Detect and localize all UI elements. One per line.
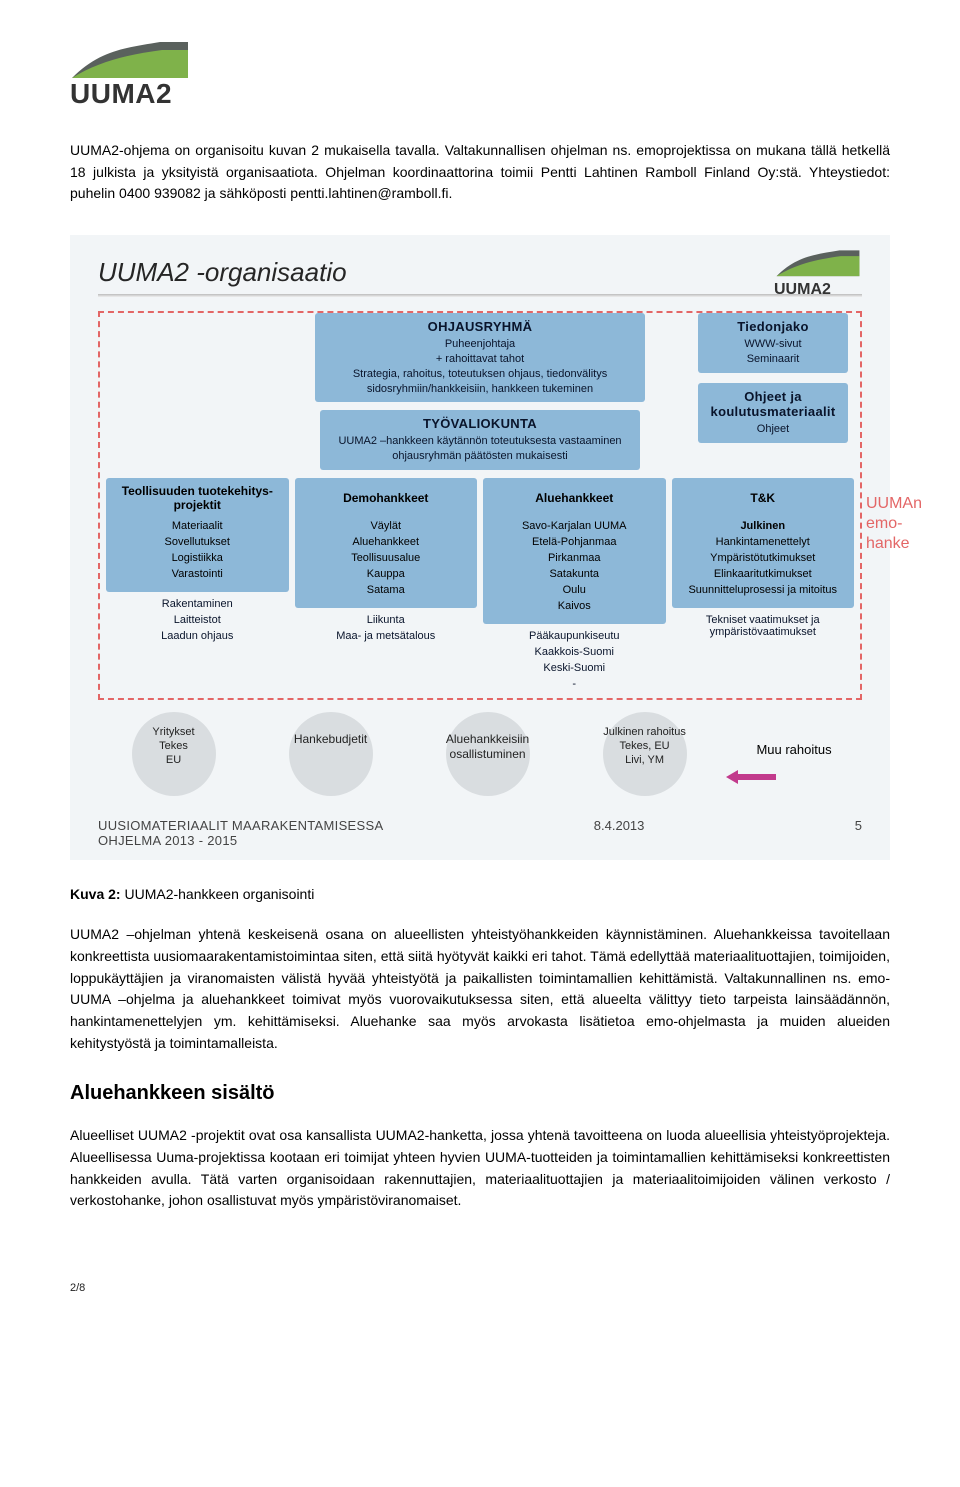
column-item: Sovellutukset bbox=[112, 534, 283, 550]
column-outside-item: Pääkaupunkiseutu bbox=[483, 628, 666, 644]
column-item: Varastointi bbox=[112, 566, 283, 582]
logo: UUMA2 bbox=[70, 40, 890, 110]
column-3: T&K JulkinenHankintamenettelytYmpäristötu… bbox=[672, 478, 855, 640]
column-item: Materiaalit bbox=[112, 518, 283, 534]
column-item: Ympäristötutkimukset bbox=[678, 550, 849, 566]
column-outside-item: Laitteistot bbox=[106, 612, 289, 628]
column-item: Suunnitteluprosessi ja mitoitus bbox=[678, 582, 849, 598]
column-heading: Aluehankkeet bbox=[489, 484, 660, 512]
funding-label: Julkinen rahoitus Tekes, EU Livi, YM bbox=[569, 712, 720, 767]
column-item: Kauppa bbox=[301, 566, 472, 582]
column-item: Kaivos bbox=[489, 598, 660, 614]
page-number: 2/8 bbox=[70, 1282, 890, 1294]
guides-box: Ohjeet ja koulutusmateriaalit Ohjeet bbox=[698, 383, 848, 443]
column-heading: Teollisuuden tuotekehitys-projektit bbox=[112, 484, 283, 512]
column-item: Savo-Karjalan UUMA bbox=[489, 518, 660, 534]
top-row: OHJAUSRYHMÄ Puheenjohtaja + rahoittavat … bbox=[106, 313, 854, 402]
column-box: T&K JulkinenHankintamenettelytYmpäristötu… bbox=[672, 478, 855, 608]
column-outside: Tekniset vaatimukset ja ympäristövaatimu… bbox=[672, 612, 855, 640]
diagram-title: UUMA2 -organisaatio bbox=[98, 257, 862, 288]
funding-label: Hankebudjetit bbox=[255, 712, 406, 747]
columns-row: Teollisuuden tuotekehitys-projektit Mater… bbox=[106, 478, 854, 692]
column-item: Oulu bbox=[489, 582, 660, 598]
funding-label: Aluehankkeisiin osallistuminen bbox=[412, 712, 563, 762]
column-outside-item: Laadun ohjaus bbox=[106, 628, 289, 644]
workgroup-box: TYÖVALIOKUNTA UUMA2 –hankkeen käytännön … bbox=[320, 410, 640, 470]
column-item: Hankintamenettelyt bbox=[678, 534, 849, 550]
funding-row: Yritykset Tekes EUHankebudjetitAluehankk… bbox=[98, 712, 862, 800]
column-outside-item: Maa- ja metsätalous bbox=[295, 628, 478, 644]
footer-date: 8.4.2013 bbox=[594, 818, 645, 848]
funding-plain: Muu rahoitus bbox=[726, 712, 862, 757]
funding-circle: Yritykset Tekes EU bbox=[98, 712, 249, 800]
document-page: UUMA2 UUMA2-ohjema on organisoitu kuvan … bbox=[0, 0, 960, 1324]
column-item: Elinkaaritutkimukset bbox=[678, 566, 849, 582]
diagram-footer: UUSIOMATERIAALIT MAARAKENTAMISESSA OHJEL… bbox=[98, 800, 862, 860]
intro-paragraph: UUMA2-ohjema on organisoitu kuvan 2 muka… bbox=[70, 140, 890, 205]
dashed-container: UUMAn emo- hanke OHJAUSRYHMÄ Puheenjohta… bbox=[98, 311, 862, 700]
steering-group-box: OHJAUSRYHMÄ Puheenjohtaja + rahoittavat … bbox=[315, 313, 645, 402]
funding-label: Yritykset Tekes EU bbox=[98, 712, 249, 767]
column-heading: Demohankkeet bbox=[301, 484, 472, 512]
column-item: Väylät bbox=[301, 518, 472, 534]
column-outside-item: Keski-Suomi bbox=[483, 660, 666, 676]
column-1: Demohankkeet VäylätAluehankkeetTeollisuus… bbox=[295, 478, 478, 644]
column-item: Aluehankkeet bbox=[301, 534, 472, 550]
funding-circle: Aluehankkeisiin osallistuminen bbox=[412, 712, 563, 800]
column-outside-item: Rakentaminen bbox=[106, 596, 289, 612]
logo-graphic bbox=[70, 40, 190, 82]
funding-circle: Hankebudjetit bbox=[255, 712, 406, 800]
footer-left: UUSIOMATERIAALIT MAARAKENTAMISESSA OHJEL… bbox=[98, 818, 383, 848]
column-0: Teollisuuden tuotekehitys-projektit Mater… bbox=[106, 478, 289, 644]
info-share-box: Tiedonjako WWW-sivut Seminaarit bbox=[698, 313, 848, 373]
column-outside: PääkaupunkiseutuKaakkois-SuomiKeski-Suom… bbox=[483, 628, 666, 692]
section-heading: Aluehankkeen sisältö bbox=[70, 1082, 890, 1105]
column-item: Logistiikka bbox=[112, 550, 283, 566]
column-outside-item: Tekniset vaatimukset ja ympäristövaatimu… bbox=[672, 612, 855, 640]
column-outside-item: - bbox=[483, 676, 666, 692]
column-outside-item: Liikunta bbox=[295, 612, 478, 628]
column-outside: LiikuntaMaa- ja metsätalous bbox=[295, 612, 478, 644]
arrow-left-icon bbox=[726, 770, 776, 787]
footer-page: 5 bbox=[855, 818, 862, 848]
column-item: Pirkanmaa bbox=[489, 550, 660, 566]
column-item: Satakunta bbox=[489, 566, 660, 582]
paragraph-2: UUMA2 –ohjelman yhtenä keskeisenä osana … bbox=[70, 924, 890, 1054]
column-box: Aluehankkeet Savo-Karjalan UUMAEtelä-Pohj… bbox=[483, 478, 666, 624]
column-item: Teollisuusalue bbox=[301, 550, 472, 566]
diagram-corner-logo: UUMA2 bbox=[774, 249, 862, 299]
column-item: Etelä-Pohjanmaa bbox=[489, 534, 660, 550]
organization-diagram: UUMA2 -organisaatio UUMA2 UUMAn emo- han… bbox=[70, 235, 890, 860]
logo-text: UUMA2 bbox=[70, 78, 890, 110]
diagram-divider bbox=[98, 294, 862, 297]
column-item: Satama bbox=[301, 582, 472, 598]
paragraph-3: Alueelliset UUMA2 -projektit ovat osa ka… bbox=[70, 1125, 890, 1212]
column-outside: RakentaminenLaitteistotLaadun ohjaus bbox=[106, 596, 289, 644]
column-box: Teollisuuden tuotekehitys-projektit Mater… bbox=[106, 478, 289, 592]
column-subheading: Julkinen bbox=[678, 518, 849, 534]
funding-circle: Julkinen rahoitus Tekes, EU Livi, YM bbox=[569, 712, 720, 800]
column-box: Demohankkeet VäylätAluehankkeetTeollisuus… bbox=[295, 478, 478, 608]
column-outside-item: Kaakkois-Suomi bbox=[483, 644, 666, 660]
steering-heading: OHJAUSRYHMÄ bbox=[323, 319, 637, 334]
column-heading: T&K bbox=[678, 484, 849, 512]
column-2: Aluehankkeet Savo-Karjalan UUMAEtelä-Pohj… bbox=[483, 478, 666, 692]
figure-caption: Kuva 2: UUMA2-hankkeen organisointi bbox=[70, 886, 890, 902]
side-label: UUMAn emo- hanke bbox=[866, 494, 922, 554]
